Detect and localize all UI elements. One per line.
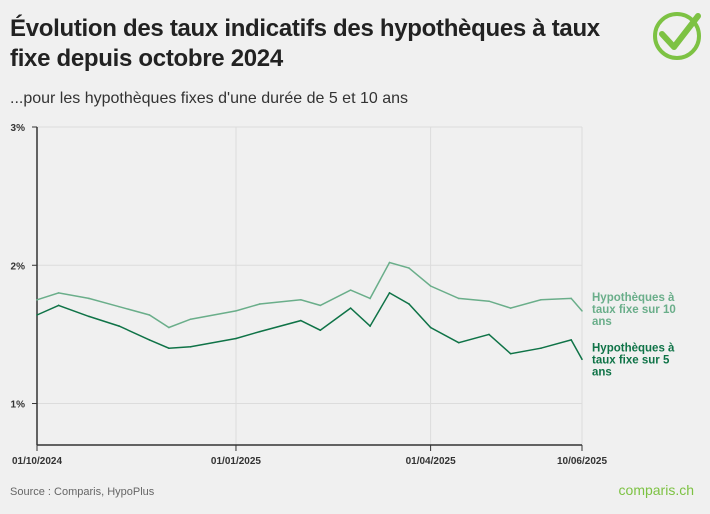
y-tick-label: 1% (11, 400, 26, 411)
series-10-ans-point (457, 297, 460, 300)
source-note: Source : Comparis, HypoPlus (10, 486, 155, 498)
x-tick-label: 01/04/2025 (406, 456, 456, 467)
series-10-ans-line (36, 261, 583, 329)
y-tick-label: 3% (11, 123, 26, 134)
series-5-ans-point (509, 352, 512, 355)
series-5-ans-point (540, 347, 542, 350)
series-10-ans-point (429, 285, 432, 287)
x-tick-label: 01/10/2024 (12, 456, 62, 467)
series-5-ans-point (57, 304, 60, 307)
brand-logo: comparis.ch (618, 482, 694, 498)
series-5-ans-point (349, 307, 352, 309)
series-5-ans-point (300, 319, 302, 322)
series-10-ans-point (57, 292, 60, 294)
series-10-ans-point (488, 300, 490, 303)
chart-title: Évolution des taux indicatifs des hypoth… (10, 15, 600, 72)
chart-subtitle: ...pour les hypothèques fixes d'une duré… (10, 90, 408, 107)
series-5-ans-point (258, 330, 261, 333)
series-10-ans-point (408, 267, 410, 269)
series-5-ans-point (457, 341, 460, 344)
series-10-ans-point (189, 318, 192, 320)
series-5-ans-label: Hypothèques à taux fixe sur 5 ans (592, 342, 675, 378)
series-5-ans-point (118, 325, 120, 327)
series-10-ans-point (349, 289, 352, 291)
series-10-ans-point (369, 297, 371, 300)
y-tick-label: 2% (11, 261, 26, 272)
series-5-ans-point (581, 358, 583, 361)
series-5-ans-point (88, 315, 90, 318)
series-10-ans-point (319, 304, 322, 307)
series-5-ans-line (36, 291, 583, 360)
series-10-ans-point (118, 305, 120, 308)
x-tick-label: 10/06/2025 (557, 456, 607, 467)
series-10-ans-point (258, 303, 261, 305)
series-10-ans-label: Hypothèques à taux fixe sur 10 ans (592, 292, 676, 328)
series-10-ans-point (88, 297, 90, 300)
x-tick-label: 01/01/2025 (211, 456, 261, 467)
series-10-ans-point (540, 299, 542, 301)
logo-check-icon (653, 12, 701, 60)
series-5-ans-point (429, 326, 432, 329)
series-5-ans-point (168, 347, 170, 350)
series-5-ans-point (388, 292, 391, 294)
series-10-ans-point (388, 261, 391, 264)
series-5-ans-point (319, 329, 322, 332)
series-10-ans-point (235, 310, 237, 312)
series-10-ans-point (581, 310, 583, 312)
series-10-ans-point (570, 297, 572, 300)
series-5-ans-point (369, 325, 371, 327)
series-10-ans-point (168, 326, 170, 329)
series-10-ans-point (36, 299, 38, 301)
series-5-ans-point (408, 303, 410, 305)
series-5-ans-point (36, 314, 38, 316)
series-5-ans-point (488, 333, 490, 336)
series-5-ans-point (235, 337, 237, 340)
series-5-ans-point (148, 339, 151, 341)
series-10-ans-point (300, 299, 302, 301)
series-5-ans-point (189, 346, 192, 348)
series-10-ans-point (509, 307, 512, 309)
series-5-ans-point (570, 339, 572, 341)
series-10-ans-point (148, 314, 151, 316)
